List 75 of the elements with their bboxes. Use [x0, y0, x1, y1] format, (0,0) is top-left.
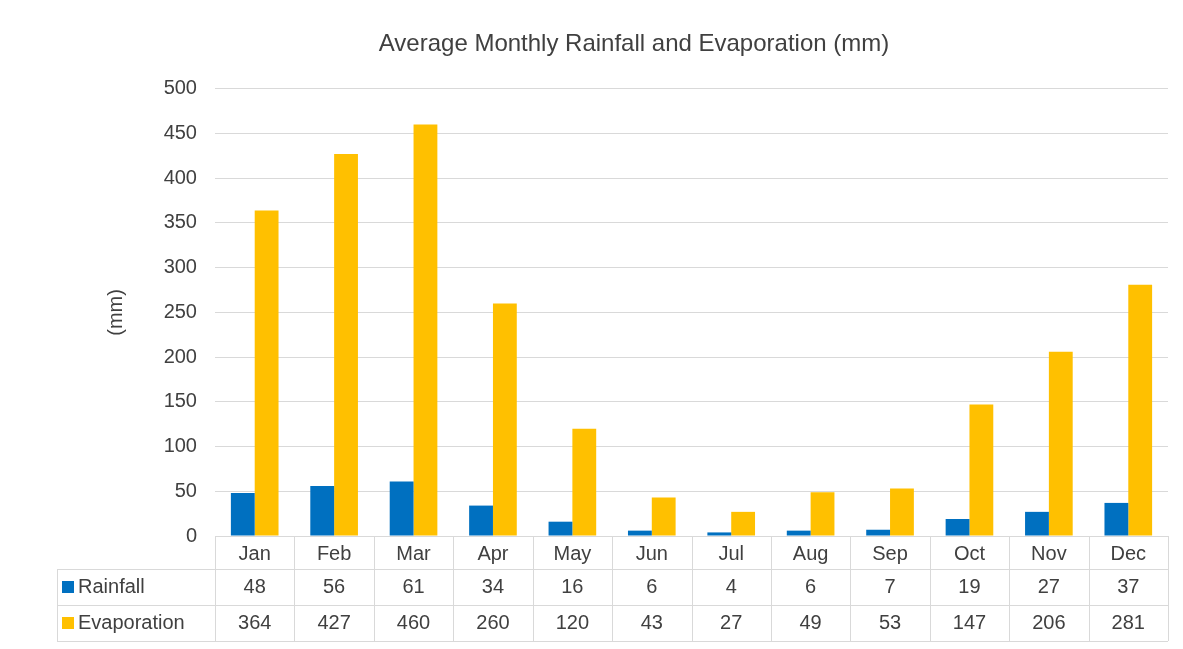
bar: [707, 532, 732, 536]
bar: [334, 154, 358, 536]
data-label: 147: [952, 610, 987, 633]
data-label: 6: [646, 574, 658, 597]
data-label: 206: [1032, 610, 1066, 633]
bar: [254, 210, 279, 536]
data-label: 281: [1111, 610, 1145, 633]
x-tick-label: Nov: [1031, 541, 1067, 564]
data-label: 37: [1117, 574, 1140, 597]
data-label: 49: [799, 610, 822, 633]
y-tick-label: 50: [174, 478, 197, 501]
y-tick-label: 150: [163, 389, 197, 412]
chart-title: Average Monthly Rainfall and Evaporation (mm): [378, 29, 890, 57]
x-tick-label: Oct: [953, 541, 986, 564]
y-tick-label: 100: [163, 434, 197, 457]
x-tick-label: Jan: [238, 541, 271, 564]
data-label: 7: [884, 574, 896, 597]
bar: [945, 519, 970, 536]
bar: [492, 303, 517, 536]
data-label: 27: [1037, 574, 1060, 597]
legend-label: Evaporation: [78, 610, 185, 633]
data-label: 48: [243, 574, 266, 597]
y-tick-label: 500: [163, 76, 197, 99]
data-label: 34: [481, 574, 505, 597]
y-tick-label: 450: [163, 121, 197, 144]
bar: [230, 493, 255, 536]
y-tick-label: 0: [185, 523, 197, 546]
data-label: 6: [805, 574, 817, 597]
bar: [1104, 502, 1129, 536]
bar: [1048, 351, 1073, 536]
bar: [890, 488, 914, 536]
x-tick-label: Dec: [1110, 541, 1147, 564]
bar: [810, 492, 835, 536]
y-tick-label: 250: [163, 299, 197, 322]
bar: [1025, 511, 1049, 536]
data-label: 16: [561, 574, 584, 597]
y-tick-label: 300: [163, 255, 197, 278]
bar: [310, 485, 335, 536]
y-tick-label: 200: [163, 344, 197, 367]
bar: [969, 404, 994, 536]
bar: [469, 505, 493, 536]
y-axis-title: (mm): [103, 289, 126, 336]
bar: [1128, 284, 1153, 536]
x-tick-label: May: [553, 541, 592, 564]
bar: [413, 124, 438, 536]
bar: [786, 530, 811, 536]
bar: [627, 530, 652, 536]
x-tick-label: Jul: [718, 541, 744, 564]
x-tick-label: Feb: [316, 541, 352, 564]
x-tick-label: Mar: [396, 541, 432, 564]
data-label: 19: [958, 574, 981, 597]
data-label: 43: [640, 610, 663, 633]
data-label: 53: [878, 610, 902, 633]
legend-label: Rainfall: [78, 574, 145, 597]
data-label: 120: [555, 610, 590, 633]
x-tick-label: Jun: [635, 541, 668, 564]
y-tick-label: 350: [163, 210, 197, 233]
bar: [651, 497, 676, 536]
data-label: 460: [396, 610, 431, 633]
data-label: 364: [238, 610, 272, 633]
data-label: 27: [720, 610, 743, 633]
data-label: 56: [323, 574, 346, 597]
data-label: 4: [725, 574, 737, 597]
bar: [731, 511, 756, 536]
x-tick-label: Apr: [477, 541, 509, 564]
data-label: 260: [476, 610, 510, 633]
bar: [548, 521, 573, 536]
data-label: 427: [317, 610, 351, 633]
bar: [866, 529, 891, 536]
x-tick-label: Aug: [792, 541, 829, 564]
bar: [389, 481, 414, 536]
x-tick-label: Sep: [872, 541, 908, 564]
data-label: 61: [402, 574, 425, 597]
bar: [572, 428, 597, 536]
y-tick-label: 400: [163, 165, 197, 188]
